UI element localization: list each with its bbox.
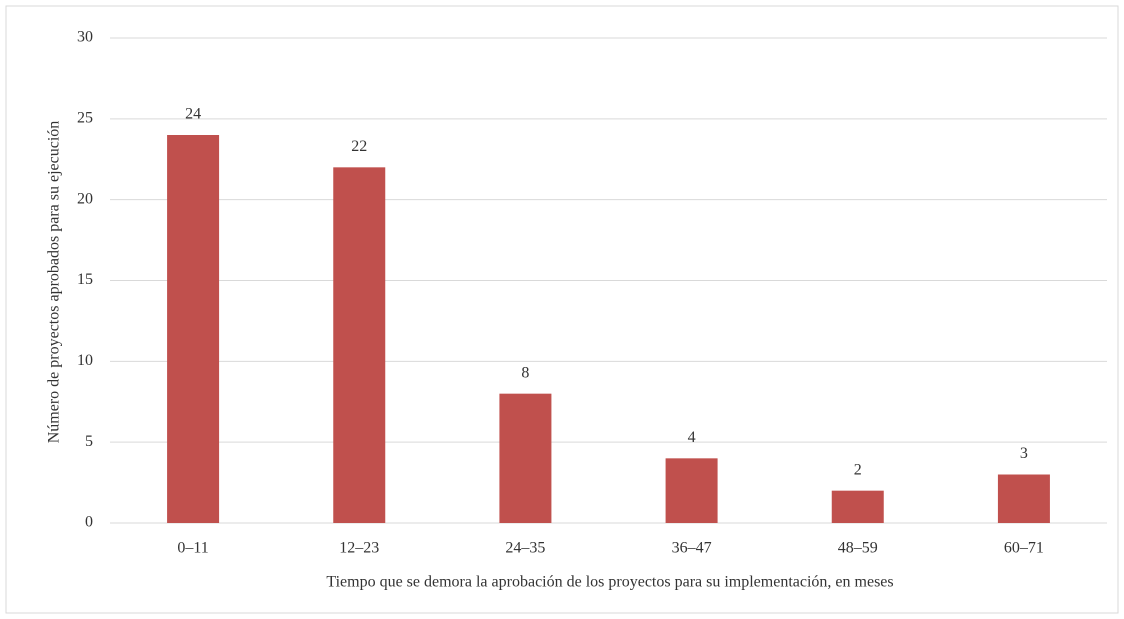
y-tick-label: 25 <box>77 110 93 127</box>
y-tick-label: 10 <box>77 352 93 369</box>
x-tick-label: 0–11 <box>177 540 208 557</box>
y-tick-label: 15 <box>77 271 93 288</box>
y-tick-label: 5 <box>85 433 93 450</box>
data-label: 24 <box>185 106 201 123</box>
x-axis-label: Tiempo que se demora la aprobación de lo… <box>326 574 893 591</box>
bar <box>499 393 552 523</box>
x-tick-label: 12–23 <box>339 540 379 557</box>
data-label: 3 <box>1020 445 1028 462</box>
data-label: 22 <box>351 138 367 155</box>
y-tick-label: 0 <box>85 514 93 531</box>
x-tick-label: 36–47 <box>672 540 712 557</box>
y-tick-label: 20 <box>77 190 93 207</box>
bar <box>997 474 1050 523</box>
x-tick-label: 48–59 <box>838 540 878 557</box>
x-tick-label: 60–71 <box>1004 540 1044 557</box>
data-label: 8 <box>521 364 529 381</box>
y-axis-label: Número de proyectos aprobados para su ej… <box>46 121 63 444</box>
data-label: 4 <box>688 429 696 446</box>
bar <box>167 135 220 523</box>
bar <box>831 490 884 523</box>
data-label: 2 <box>854 461 862 478</box>
y-tick-label: 30 <box>77 29 93 46</box>
x-tick-label: 24–35 <box>505 540 545 557</box>
bar <box>333 167 386 524</box>
bar <box>665 458 718 523</box>
